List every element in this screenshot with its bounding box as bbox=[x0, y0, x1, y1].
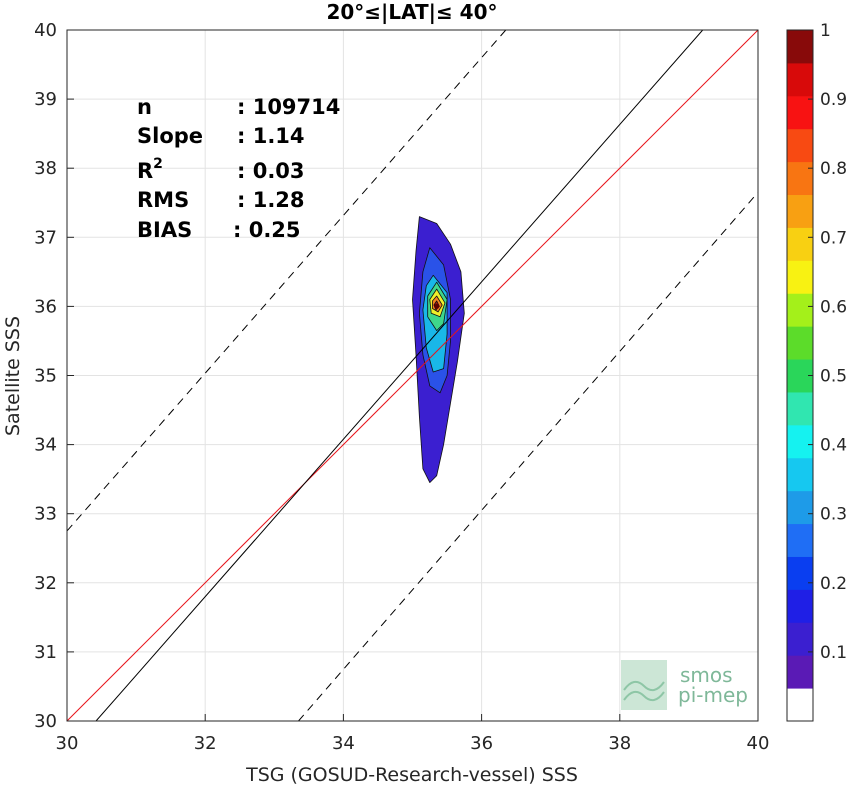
stat-n-value: : 109714 bbox=[237, 95, 340, 119]
y-tick-label: 35 bbox=[34, 366, 57, 387]
colorbar-segment bbox=[787, 326, 813, 360]
stat-r2-label: R2 bbox=[137, 156, 163, 183]
logo-text-pimep: pi-mep bbox=[678, 683, 748, 707]
stats-box: n : 109714 Slope : 1.14 R2 : 0.03 RMS : … bbox=[137, 95, 340, 242]
colorbar-segment bbox=[787, 30, 813, 64]
colorbar-tick-label: 0.4 bbox=[820, 436, 847, 456]
colorbar-tick-label: 0.7 bbox=[820, 228, 847, 248]
colorbar-segment bbox=[787, 260, 813, 294]
colorbar-segment bbox=[787, 194, 813, 228]
stat-bias-label: BIAS bbox=[137, 218, 192, 242]
logo-wave-lines bbox=[623, 680, 665, 702]
stat-slope-label: Slope bbox=[137, 124, 203, 148]
x-tick-label: 34 bbox=[332, 733, 355, 754]
colorbar-segment bbox=[787, 523, 813, 557]
colorbar-tick-label: 0.6 bbox=[820, 297, 847, 317]
y-tick-label: 37 bbox=[34, 227, 57, 248]
colorbar-segment bbox=[787, 424, 813, 459]
x-tick-label: 36 bbox=[470, 733, 493, 754]
y-tick-label: 31 bbox=[34, 642, 57, 663]
y-tick-label: 30 bbox=[34, 711, 57, 732]
x-axis-ticks: 30 32 34 36 38 40 bbox=[56, 714, 770, 754]
y-tick-label: 32 bbox=[34, 573, 57, 594]
reference-lines bbox=[67, 30, 758, 721]
stat-rms-value: : 1.28 bbox=[237, 188, 305, 212]
y-axis-ticks: 30 31 32 33 34 35 36 37 38 39 40 bbox=[34, 20, 74, 732]
stat-r2-base: R bbox=[137, 159, 153, 183]
colorbar-segment bbox=[787, 622, 813, 656]
colorbar-segment bbox=[787, 688, 813, 722]
stat-bias-value: : 0.25 bbox=[233, 218, 301, 242]
x-tick-label: 32 bbox=[194, 733, 217, 754]
density-peak-point bbox=[434, 303, 440, 309]
colorbar-segment bbox=[787, 95, 813, 130]
colorbar-segment bbox=[787, 490, 813, 525]
colorbar-segment bbox=[787, 128, 813, 163]
stat-n-label: n bbox=[137, 95, 152, 119]
x-tick-label: 40 bbox=[747, 733, 770, 754]
colorbar-segment bbox=[787, 589, 813, 623]
colorbar-tick-label: 0.5 bbox=[820, 367, 847, 387]
grid bbox=[66, 29, 759, 722]
colorbar-tick-label: 1 bbox=[820, 21, 831, 41]
regression-line bbox=[95, 30, 704, 721]
y-tick-label: 33 bbox=[34, 504, 57, 525]
colorbar-segment bbox=[787, 391, 813, 426]
y-axis-label: Satellite SSS bbox=[2, 316, 24, 436]
stat-r2-sup: 2 bbox=[153, 156, 163, 172]
x-tick-label: 38 bbox=[608, 733, 631, 754]
chart-title: 20°≤|LAT|≤ 40° bbox=[326, 0, 497, 24]
colorbar-tick-label: 0.2 bbox=[820, 574, 847, 594]
colorbar-segment bbox=[787, 655, 813, 689]
y-tick-label: 36 bbox=[34, 296, 57, 317]
stat-r2-value: : 0.03 bbox=[237, 159, 305, 183]
smos-pimep-logo: smos pi-mep bbox=[621, 660, 748, 710]
x-axis-label: TSG (GOSUD-Research-vessel) SSS bbox=[245, 764, 578, 786]
colorbar-tick-label: 0.1 bbox=[820, 643, 847, 663]
logo-text-smos: smos bbox=[680, 663, 733, 687]
stat-rms-label: RMS bbox=[137, 188, 189, 212]
y-tick-label: 39 bbox=[34, 89, 57, 110]
y-tick-label: 40 bbox=[34, 20, 57, 41]
y-tick-label: 34 bbox=[34, 435, 57, 456]
colorbar-tick-label: 0.3 bbox=[820, 505, 847, 525]
colorbar-segment bbox=[787, 227, 813, 261]
lower-bound-line bbox=[298, 192, 758, 721]
colorbar-segment bbox=[787, 457, 813, 492]
colorbar-segment bbox=[787, 556, 813, 590]
colorbar-tick-label: 0.8 bbox=[820, 159, 847, 179]
y-tick-label: 38 bbox=[34, 158, 57, 179]
x-tick-label: 30 bbox=[56, 733, 79, 754]
colorbar-segment bbox=[787, 293, 813, 327]
stat-slope-value: : 1.14 bbox=[237, 124, 305, 148]
colorbar-segment bbox=[787, 62, 813, 97]
colorbar-segment bbox=[787, 161, 813, 196]
colorbar-tick-label: 0.9 bbox=[820, 90, 847, 110]
colorbar-ticks: 0.1 0.2 0.3 0.4 0.5 0.6 0.7 0.8 0.9 1 bbox=[808, 21, 847, 663]
one-to-one-line bbox=[67, 30, 758, 721]
